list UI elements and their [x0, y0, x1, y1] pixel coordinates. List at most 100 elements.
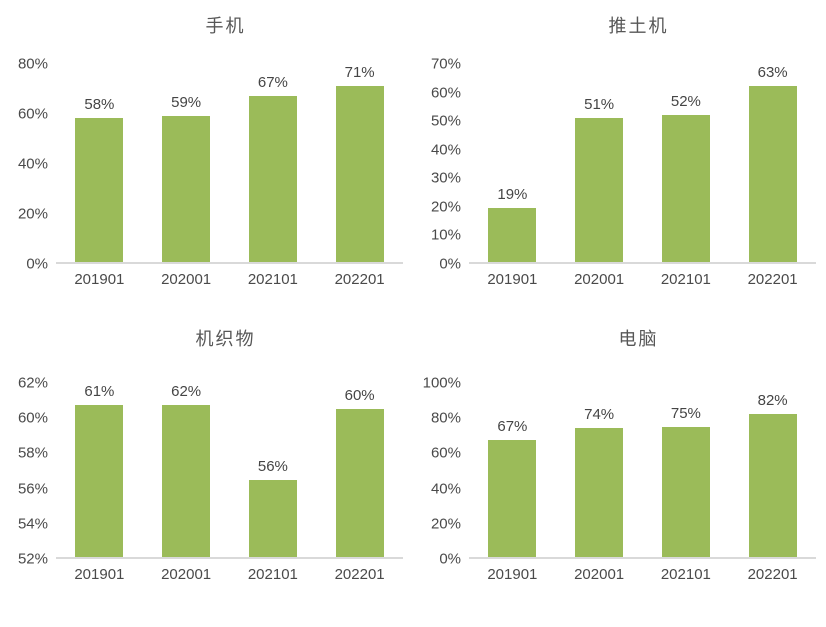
x-tick-label: 201901	[74, 566, 125, 583]
bar-value-label: 61%	[84, 383, 115, 400]
bar	[335, 86, 384, 262]
bar	[162, 115, 211, 262]
chart-title: 手机	[205, 16, 246, 36]
y-tick-label: 50%	[430, 112, 461, 130]
bar	[488, 440, 537, 557]
chart-title: 电脑	[618, 329, 659, 349]
y-tick-label: 40%	[430, 141, 461, 159]
x-axis: 201901 202001 202101 202201	[56, 264, 403, 288]
bar-group: 56%	[230, 383, 315, 557]
x-axis: 201901 202001 202101 202201	[469, 559, 816, 583]
bar-value-label: 75%	[670, 404, 701, 422]
bar-group: 59%	[144, 64, 229, 262]
plot-region: 0% 10% 20% 30% 40% 50% 60% 70% 19% 51% 52% 63%	[421, 56, 816, 273]
bar-value-label: 51%	[584, 95, 615, 113]
bar-value-label: 67%	[257, 74, 288, 92]
x-axis: 201901 202001 202101 202201	[56, 559, 403, 583]
bar-value-label: 56%	[257, 458, 288, 476]
bar-value-label: 62%	[171, 383, 202, 400]
y-tick-label: 40%	[430, 480, 461, 498]
plot-area: 67% 74% 75% 82%	[469, 383, 816, 559]
plot-area: 19% 51% 52% 63%	[469, 64, 816, 264]
y-axis: 0% 20% 40% 60% 80% 100%	[421, 375, 469, 568]
bar-value-label: 82%	[757, 392, 788, 410]
bar	[575, 117, 624, 262]
y-tick-label: 0%	[26, 255, 48, 273]
bar-group: 52%	[643, 64, 728, 262]
bar-group: 67%	[230, 64, 315, 262]
x-tick-label: 202101	[247, 566, 298, 583]
chart-title: 机织物	[195, 329, 256, 349]
plot-region: 0% 20% 40% 60% 80% 100% 67% 74% 75% 82%	[421, 375, 816, 568]
x-tick-label: 202201	[334, 271, 385, 288]
x-tick-label: 202201	[747, 271, 798, 288]
plot-region: 0% 20% 40% 60% 80% 58% 59% 67% 71%	[8, 56, 403, 273]
bar	[661, 114, 710, 262]
chart-title: 推土机	[608, 16, 669, 36]
y-axis: 0% 10% 20% 30% 40% 50% 60% 70%	[421, 56, 469, 273]
bar-group: 74%	[557, 383, 642, 557]
y-tick-label: 80%	[17, 55, 48, 73]
bar-value-label: 19%	[497, 186, 528, 204]
plot-area: 61% 62% 56% 60%	[56, 383, 403, 559]
x-tick-label: 202201	[747, 566, 798, 583]
plot-region: 52% 54% 56% 58% 60% 62% 61% 62% 56% 60%	[8, 375, 403, 568]
y-tick-label: 20%	[430, 515, 461, 533]
y-tick-label: 60%	[17, 409, 48, 427]
y-tick-label: 54%	[17, 515, 48, 533]
y-tick-label: 62%	[17, 374, 48, 392]
y-tick-label: 58%	[17, 444, 48, 462]
y-tick-label: 20%	[17, 205, 48, 223]
y-tick-label: 100%	[422, 374, 461, 392]
bar	[335, 409, 384, 557]
chart-bulldozer: 推土机 0% 10% 20% 30% 40% 50% 60% 70% 19% 51% 52% 63%…	[413, 0, 826, 313]
x-tick-label: 202001	[574, 566, 625, 583]
bar-value-label: 74%	[584, 406, 615, 424]
y-tick-label: 40%	[17, 155, 48, 173]
y-tick-label: 20%	[430, 198, 461, 216]
bar	[575, 428, 624, 557]
bar-group: 51%	[557, 64, 642, 262]
x-tick-label: 201901	[487, 566, 538, 583]
x-tick-label: 201901	[74, 271, 125, 288]
y-tick-label: 30%	[430, 169, 461, 187]
y-tick-label: 56%	[17, 480, 48, 498]
bar-value-label: 60%	[344, 387, 375, 405]
y-tick-label: 60%	[430, 84, 461, 102]
chart-computer: 电脑 0% 20% 40% 60% 80% 100% 67% 74% 75% 82% 20190…	[413, 313, 826, 627]
bar-group: 61%	[57, 383, 142, 557]
y-tick-label: 0%	[439, 550, 461, 568]
y-tick-label: 70%	[430, 55, 461, 73]
y-tick-label: 10%	[430, 226, 461, 244]
y-tick-label: 80%	[430, 409, 461, 427]
bar-value-label: 67%	[497, 418, 528, 436]
x-tick-label: 202101	[247, 271, 298, 288]
bar-group: 63%	[730, 64, 815, 262]
bar	[75, 118, 124, 262]
x-axis: 201901 202001 202101 202201	[469, 264, 816, 288]
x-tick-label: 202001	[161, 566, 212, 583]
bar-group: 75%	[643, 383, 728, 557]
y-tick-label: 60%	[17, 105, 48, 123]
x-tick-label: 202001	[574, 271, 625, 288]
bar-value-label: 52%	[670, 92, 701, 110]
bar-value-label: 59%	[171, 93, 202, 111]
bar-group: 58%	[57, 64, 142, 262]
bar-group: 62%	[144, 383, 229, 557]
plot-area: 58% 59% 67% 71%	[56, 64, 403, 264]
x-tick-label: 202101	[660, 271, 711, 288]
bar	[661, 426, 710, 557]
bar	[75, 405, 124, 557]
y-tick-label: 0%	[439, 255, 461, 273]
bar-value-label: 71%	[344, 64, 375, 82]
x-tick-label: 202101	[660, 566, 711, 583]
bar-value-label: 58%	[84, 96, 115, 114]
bar	[748, 414, 797, 557]
bar	[248, 480, 297, 557]
bar-group: 19%	[470, 64, 555, 262]
y-tick-label: 52%	[17, 550, 48, 568]
bar-group: 60%	[317, 383, 402, 557]
bar	[488, 208, 537, 262]
bar	[162, 405, 211, 557]
